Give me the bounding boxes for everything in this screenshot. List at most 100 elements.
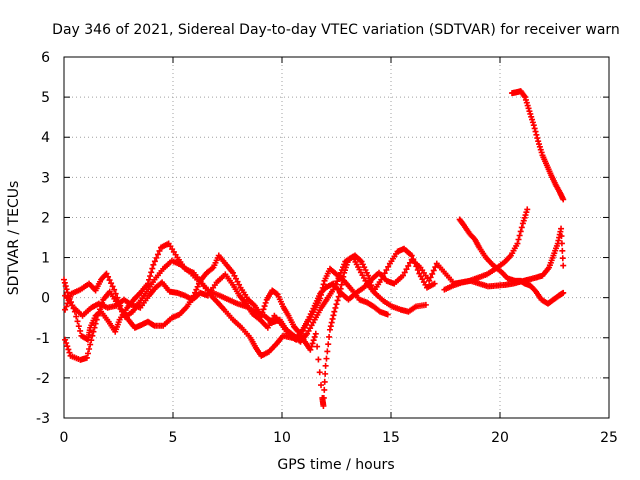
data-point — [534, 135, 541, 142]
x-tick-label: 0 — [60, 430, 69, 446]
data-point — [522, 94, 529, 101]
data-point — [73, 313, 80, 320]
data-point — [384, 311, 391, 318]
data-point — [111, 286, 118, 293]
x-axis-label: GPS time / hours — [277, 457, 394, 473]
data-point — [330, 312, 337, 319]
data-point — [525, 105, 532, 112]
data-point — [385, 263, 392, 270]
data-point — [332, 304, 339, 311]
data-point — [150, 261, 157, 268]
series-satellite-track-7 — [508, 88, 567, 203]
data-point — [64, 343, 71, 350]
data-point — [532, 128, 539, 135]
data-point — [315, 356, 322, 363]
data-point — [103, 270, 110, 277]
data-point — [526, 108, 533, 115]
data-point — [558, 233, 565, 240]
data-point — [87, 341, 94, 348]
data-point — [406, 259, 413, 266]
data-point — [530, 122, 537, 129]
data-point — [309, 340, 316, 347]
data-point — [320, 402, 327, 409]
data-point — [521, 214, 528, 221]
data-point — [536, 143, 543, 150]
data-point — [334, 297, 341, 304]
data-point — [314, 343, 321, 350]
series-satellite-track-6 — [441, 225, 567, 293]
data-point — [520, 217, 527, 224]
data-point — [62, 336, 69, 343]
data-point — [522, 96, 529, 103]
data-point — [149, 265, 156, 272]
data-point — [537, 146, 544, 153]
data-point — [536, 141, 543, 148]
data-point — [112, 290, 119, 297]
data-point — [559, 255, 566, 262]
y-tick-label: 1 — [41, 251, 50, 267]
data-point — [427, 274, 434, 281]
data-point — [106, 277, 113, 284]
data-point — [144, 280, 151, 287]
data-point — [310, 337, 317, 344]
data-point — [261, 303, 268, 310]
data-point — [92, 320, 99, 327]
data-point — [320, 281, 327, 288]
data-point — [320, 394, 327, 401]
data-point — [154, 251, 161, 258]
data-point — [517, 228, 524, 235]
data-point — [538, 149, 545, 156]
data-point — [156, 247, 163, 254]
data-point — [558, 240, 565, 247]
data-point — [405, 262, 412, 269]
data-point — [90, 328, 97, 335]
data-point — [560, 289, 567, 296]
data-point — [338, 281, 345, 288]
data-point — [93, 316, 100, 323]
data-point — [422, 301, 429, 308]
data-point — [518, 224, 525, 231]
data-point — [148, 269, 155, 276]
data-point — [83, 354, 90, 361]
data-point — [308, 343, 315, 350]
data-point — [335, 293, 342, 300]
data-point — [430, 267, 437, 274]
series-satellite-track-5 — [456, 216, 567, 307]
data-point — [339, 277, 346, 284]
data-point — [318, 382, 325, 389]
y-tick-label: 0 — [41, 291, 50, 307]
data-point — [153, 254, 160, 261]
data-point — [64, 289, 71, 296]
data-point — [559, 247, 566, 254]
data-point — [516, 232, 523, 239]
grid-lines — [64, 57, 609, 418]
data-point — [262, 299, 269, 306]
data-point — [429, 270, 436, 277]
data-point — [365, 272, 372, 279]
data-point — [260, 306, 267, 313]
data-point — [368, 282, 375, 289]
data-point — [294, 327, 301, 334]
data-point — [316, 369, 323, 376]
data-point — [105, 273, 112, 280]
data-point — [86, 346, 93, 353]
y-tick-label: -1 — [36, 331, 50, 347]
data-point — [515, 236, 522, 243]
data-point — [146, 276, 153, 283]
y-tick-label: 5 — [41, 90, 50, 106]
plot-frame — [63, 56, 610, 419]
data-point — [66, 349, 73, 356]
data-point — [63, 339, 70, 346]
data-point — [529, 116, 536, 123]
data-point — [324, 348, 331, 355]
data-point — [514, 240, 521, 247]
data-point — [531, 125, 538, 132]
data-point — [533, 131, 540, 138]
x-tick-label: 5 — [169, 430, 178, 446]
data-point — [383, 266, 390, 273]
data-point — [560, 196, 567, 203]
data-point — [401, 269, 408, 276]
data-point — [273, 290, 280, 297]
